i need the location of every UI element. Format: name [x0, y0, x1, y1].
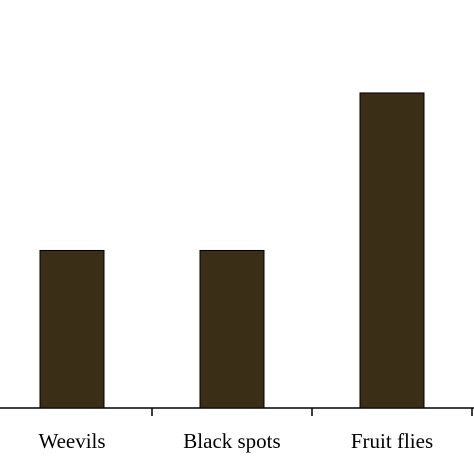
bar — [199, 249, 265, 409]
x-tick-label: Fruit flies — [351, 429, 433, 453]
bar — [359, 92, 425, 409]
x-tick-label: Weevils — [38, 429, 105, 453]
bar — [39, 249, 105, 409]
x-tick-label: Black spots — [183, 429, 280, 453]
